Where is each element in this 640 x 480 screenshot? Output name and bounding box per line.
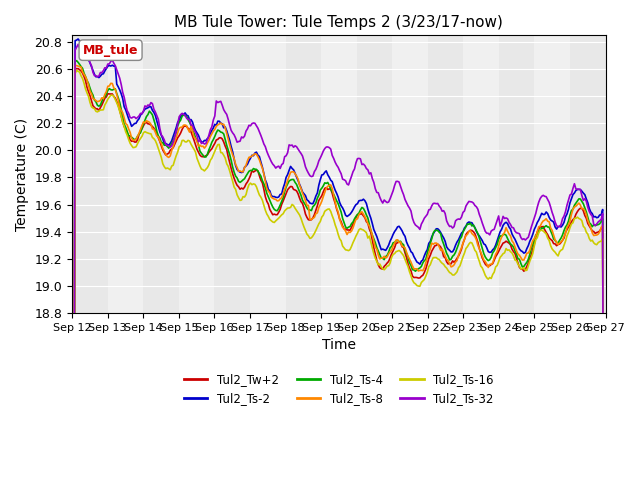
- Bar: [108, 36, 143, 313]
- Bar: [392, 36, 428, 313]
- Bar: [428, 36, 463, 313]
- Bar: [321, 36, 356, 313]
- Bar: [179, 36, 214, 313]
- Bar: [570, 36, 605, 313]
- Text: MB_tule: MB_tule: [83, 44, 138, 57]
- Bar: [214, 36, 250, 313]
- Title: MB Tule Tower: Tule Temps 2 (3/23/17-now): MB Tule Tower: Tule Temps 2 (3/23/17-now…: [175, 15, 503, 30]
- Y-axis label: Temperature (C): Temperature (C): [15, 118, 29, 231]
- X-axis label: Time: Time: [322, 338, 356, 352]
- Bar: [143, 36, 179, 313]
- Bar: [356, 36, 392, 313]
- Bar: [499, 36, 534, 313]
- Bar: [72, 36, 108, 313]
- Bar: [285, 36, 321, 313]
- Bar: [534, 36, 570, 313]
- Legend: Tul2_Tw+2, Tul2_Ts-2, Tul2_Ts-4, Tul2_Ts-8, Tul2_Ts-16, Tul2_Ts-32: Tul2_Tw+2, Tul2_Ts-2, Tul2_Ts-4, Tul2_Ts…: [179, 369, 499, 410]
- Bar: [463, 36, 499, 313]
- Bar: [250, 36, 285, 313]
